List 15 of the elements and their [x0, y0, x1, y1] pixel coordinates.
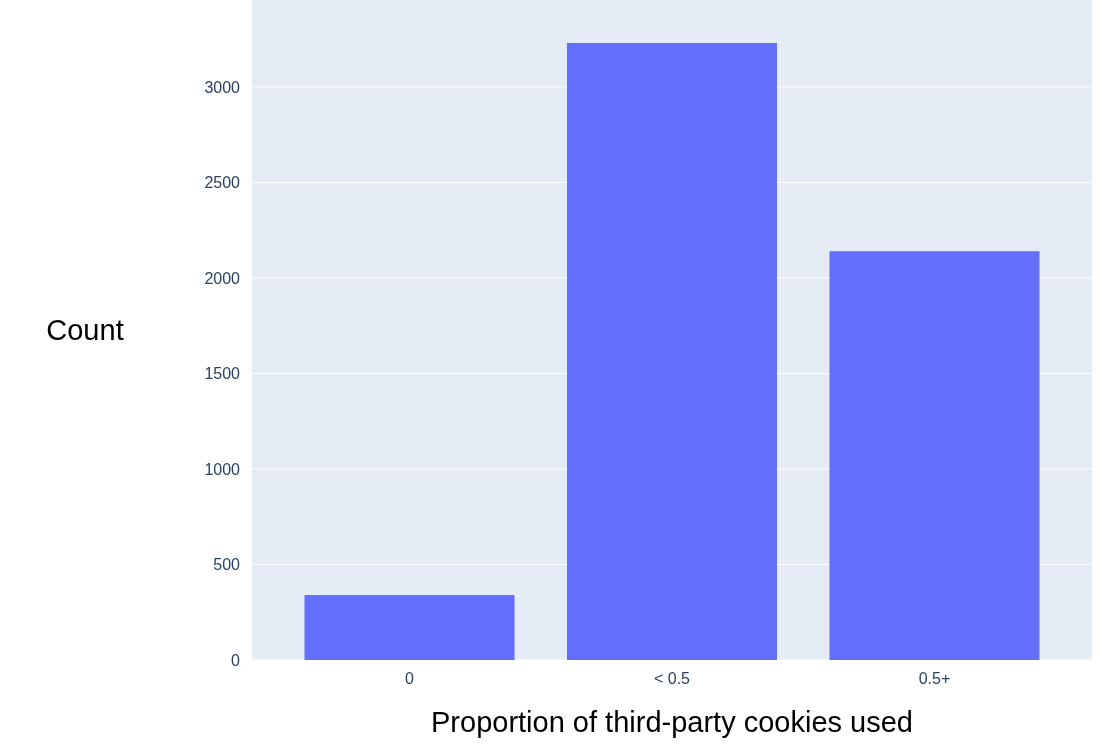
y-tick-label: 2000	[204, 269, 241, 287]
y-tick-label: 500	[213, 556, 241, 574]
y-axis-title: Count	[46, 314, 124, 347]
y-tick-label: 2500	[204, 174, 241, 192]
x-axis-title: Proportion of third-party cookies used	[431, 706, 913, 738]
y-tick-label: 3000	[204, 78, 241, 96]
y-tick-label: 1000	[204, 460, 241, 478]
x-tick-label: 0	[405, 670, 415, 687]
x-tick-label: 0.5+	[918, 670, 951, 687]
y-tick-label: 0	[231, 651, 241, 669]
bar	[829, 251, 1040, 660]
bar	[567, 42, 777, 660]
x-tick-label: < 0.5	[653, 670, 691, 687]
y-tick-label: 1500	[204, 365, 241, 383]
bar	[304, 595, 515, 660]
